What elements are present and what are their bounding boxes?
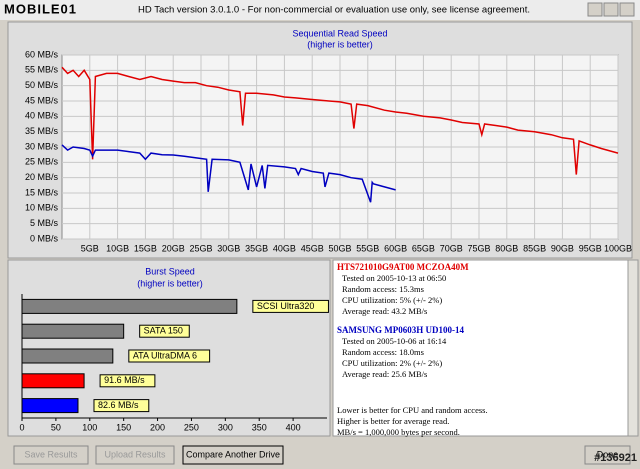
button-label: Save Results — [24, 449, 78, 459]
drive-stat: CPU utilization: 5% (+/- 2%) — [342, 295, 442, 305]
x-tick-label: 100GB — [604, 243, 632, 253]
bar — [21, 323, 125, 339]
chart-subtitle: (higher is better) — [307, 39, 373, 49]
note: MB/s = 1,000,000 bytes per second. — [337, 427, 460, 437]
drive-stat: CPU utilization: 2% (+/- 2%) — [342, 358, 442, 368]
bar-label: ATA UltraDMA 6 — [133, 350, 197, 360]
x-tick-label: 10GB — [106, 243, 129, 253]
x-tick-label: 60GB — [384, 243, 407, 253]
label-box — [252, 299, 329, 313]
watermark-logo: MOBILE01 — [4, 1, 77, 16]
x-tick-label: 50GB — [328, 243, 351, 253]
x-tick-label: 95GB — [579, 243, 602, 253]
bar — [21, 348, 114, 364]
y-tick-label: 50 MB/s — [25, 80, 59, 90]
note: Lower is better for CPU and random acces… — [337, 405, 488, 415]
label-box — [139, 324, 190, 338]
close-button[interactable] — [619, 2, 635, 17]
note: Higher is better for average read. — [337, 416, 449, 426]
drive-stat: Average read: 25.6 MB/s — [342, 369, 427, 379]
bar-label: SATA 150 — [144, 326, 183, 336]
y-tick-label: 30 MB/s — [25, 141, 59, 151]
button-label: Upload Results — [104, 449, 166, 459]
x-tick-label: 85GB — [523, 243, 546, 253]
x-tick-label: 100 — [82, 422, 97, 432]
drive-stat: Tested on 2005-10-13 at 06:50 — [342, 273, 446, 283]
y-tick-label: 25 MB/s — [25, 157, 59, 167]
y-tick-label: 60 MB/s — [25, 49, 59, 59]
x-tick-label: 200 — [150, 422, 165, 432]
x-tick-label: 30GB — [217, 243, 240, 253]
y-tick-label: 0 MB/s — [30, 233, 59, 243]
x-tick-label: 50 — [51, 422, 61, 432]
value-label: 91.6 MB/s — [104, 375, 145, 385]
x-tick-label: 15GB — [134, 243, 157, 253]
drive-stat: Random access: 18.0ms — [342, 347, 424, 357]
x-tick-label: 35GB — [245, 243, 268, 253]
minimize-button[interactable] — [587, 2, 603, 17]
button-label: Done — [597, 449, 619, 459]
button[interactable] — [584, 445, 631, 465]
drive-stat: Tested on 2005-10-06 at 16:14 — [342, 336, 447, 346]
maximize-button[interactable] — [603, 2, 619, 17]
drive-stat: Random access: 15.3ms — [342, 284, 424, 294]
x-tick-label: 150 — [116, 422, 131, 432]
watermark-id: #136921 — [594, 452, 637, 464]
x-tick-label: 55GB — [356, 243, 379, 253]
y-tick-label: 35 MB/s — [25, 126, 59, 136]
x-tick-label: 45GB — [301, 243, 324, 253]
label-box — [93, 399, 150, 413]
chart-subtitle: (higher is better) — [137, 278, 203, 288]
x-tick-label: 20GB — [162, 243, 185, 253]
x-tick-label: 5GB — [81, 243, 99, 253]
chart-title: Sequential Read Speed — [292, 28, 387, 38]
button[interactable] — [95, 445, 175, 465]
x-tick-label: 350 — [252, 422, 267, 432]
title-bar — [0, 0, 640, 20]
button-label: Compare Another Drive — [186, 449, 280, 459]
y-tick-label: 45 MB/s — [25, 95, 59, 105]
chart-title: Burst Speed — [145, 266, 195, 276]
bar — [21, 298, 238, 314]
x-tick-label: 0 — [19, 422, 24, 432]
y-tick-label: 55 MB/s — [25, 65, 59, 75]
x-tick-label: 75GB — [467, 243, 490, 253]
series-line — [61, 66, 619, 175]
x-tick-label: 90GB — [551, 243, 574, 253]
x-tick-label: 40GB — [273, 243, 296, 253]
button[interactable] — [13, 445, 89, 465]
button[interactable] — [182, 445, 284, 465]
drive-stat: Average read: 43.2 MB/s — [342, 306, 427, 316]
series-line — [61, 144, 396, 203]
x-tick-label: 65GB — [412, 243, 435, 253]
x-tick-label: 300 — [218, 422, 233, 432]
window-title: HD Tach version 3.0.1.0 - For non-commer… — [138, 5, 530, 16]
x-tick-label: 70GB — [440, 243, 463, 253]
drive-name: HTS721010G9AT00 MCZOA40M — [337, 262, 469, 272]
x-tick-label: 400 — [286, 422, 301, 432]
y-tick-label: 20 MB/s — [25, 172, 59, 182]
label-box — [128, 349, 211, 363]
x-tick-label: 250 — [184, 422, 199, 432]
y-tick-label: 15 MB/s — [25, 187, 59, 197]
x-tick-label: 80GB — [495, 243, 518, 253]
x-tick-label: 25GB — [189, 243, 212, 253]
value-label: 82.6 MB/s — [98, 400, 139, 410]
bar — [21, 398, 79, 414]
y-tick-label: 40 MB/s — [25, 111, 59, 121]
bar — [21, 373, 85, 389]
y-tick-label: 10 MB/s — [25, 203, 59, 213]
y-tick-label: 5 MB/s — [30, 218, 59, 228]
bar-label: SCSI Ultra320 — [257, 301, 315, 311]
info-panel — [332, 259, 629, 437]
drive-name: SAMSUNG MP0603H UD100-14 — [337, 325, 464, 335]
label-box — [99, 374, 156, 388]
scrollbar[interactable] — [627, 259, 639, 437]
